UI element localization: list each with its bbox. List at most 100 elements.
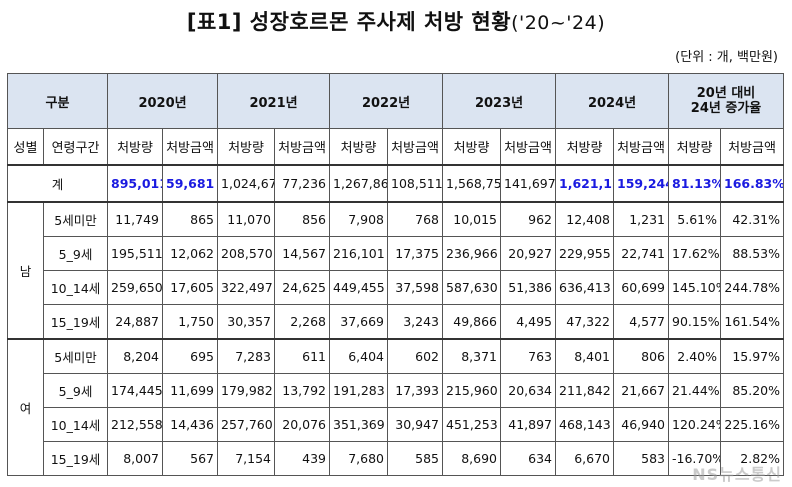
sex-cell: 남: [7, 201, 44, 340]
table-cell: 225.16%: [720, 407, 785, 442]
header-age-group: 연령구간: [42, 128, 109, 166]
table-cell: 1,568,751: [442, 164, 502, 203]
header-year: 2023년: [442, 73, 557, 129]
table-cell: 21,667: [613, 373, 670, 408]
table-cell: 17,605: [162, 270, 219, 305]
title-period: ('20~'24): [511, 12, 606, 34]
table-cell: 90.15%: [668, 304, 722, 340]
table-cell: 636,413: [555, 270, 615, 305]
header-count: 처방량: [329, 128, 389, 166]
total-row: 계 895,011 59,681 1,024,673 77,236 1,267,…: [6, 164, 785, 203]
table-cell: 695: [162, 338, 219, 374]
table-cell: 12,408: [555, 201, 615, 237]
table-cell: 236,966: [442, 236, 502, 271]
table-cell: 587,630: [442, 270, 502, 305]
table-cell: 166.83%: [720, 164, 785, 203]
table-cell: 1,750: [162, 304, 219, 340]
table-cell: 120.24%: [668, 407, 722, 442]
unit-note: (단위 : 개, 백만원): [675, 50, 778, 65]
table-cell: 2,268: [274, 304, 331, 340]
table-cell: 17,375: [387, 236, 444, 271]
table-cell: 602: [387, 338, 444, 374]
header-count: 처방량: [668, 128, 722, 166]
table-cell: 20,634: [500, 373, 557, 408]
header-year: 2024년: [555, 73, 670, 129]
header-count: 처방량: [217, 128, 276, 166]
table-cell: 567: [162, 441, 219, 476]
table-cell: 8,371: [442, 338, 502, 374]
table-cell: 8,007: [107, 441, 164, 476]
table-cell: 20,076: [274, 407, 331, 442]
table-cell: 30,947: [387, 407, 444, 442]
table-cell: 141,697: [500, 164, 557, 203]
table-cell: 42.31%: [720, 201, 785, 237]
table-cell: 13,792: [274, 373, 331, 408]
age-group-cell: 15_19세: [42, 441, 109, 476]
table-cell: 14,567: [274, 236, 331, 271]
table-cell: 8,401: [555, 338, 615, 374]
age-group-cell: 5세미만: [42, 338, 109, 374]
table-row: 15_19세 8,007 567 7,154 439 7,680 585 8,690 634 6,…: [8, 441, 785, 476]
table-cell: 257,760: [217, 407, 276, 442]
table-cell: 2.82%: [720, 441, 785, 476]
table-cell: 7,908: [329, 201, 389, 237]
table-cell: 81.13%: [668, 164, 722, 203]
table-cell: 21.44%: [668, 373, 722, 408]
table-cell: 439: [274, 441, 331, 476]
prescription-table: 구분 2020년 2021년 2022년 2023년 2024년 20년 대비 …: [6, 73, 785, 476]
table-cell: 585: [387, 441, 444, 476]
header-amount: 처방금액: [387, 128, 444, 166]
table-cell: 208,570: [217, 236, 276, 271]
table-cell: 212,558: [107, 407, 164, 442]
header-amount: 처방금액: [720, 128, 785, 166]
table-cell: 46,940: [613, 407, 670, 442]
table-cell: 37,598: [387, 270, 444, 305]
table-cell: 17.62%: [668, 236, 722, 271]
header-category: 구분: [6, 73, 109, 129]
table-cell: 11,070: [217, 201, 276, 237]
table-cell: 30,357: [217, 304, 276, 340]
table-cell: 159,244: [613, 164, 670, 203]
table-cell: 195,511: [107, 236, 164, 271]
table-cell: 7,283: [217, 338, 276, 374]
table-cell: 1,024,673: [217, 164, 276, 203]
header-amount: 처방금액: [162, 128, 219, 166]
age-group-cell: 10_14세: [42, 270, 109, 305]
table-row: 여 5세미만 8,204 695 7,283 611 6,404 602 8,371 763 8,4…: [7, 338, 785, 476]
table-row: 남 5세미만 11,749 865 11,070 856 7,908 768 10,015 962…: [7, 201, 785, 340]
header-year: 2022년: [329, 73, 444, 129]
table-cell: 211,842: [555, 373, 615, 408]
table-cell: 1,231: [613, 201, 670, 237]
table-cell: 12,062: [162, 236, 219, 271]
table-cell: 215,960: [442, 373, 502, 408]
header-growth: 20년 대비 24년 증가율: [668, 73, 785, 129]
table-row: 10_14세 212,558 14,436 257,760 20,076 351,369 3…: [8, 407, 785, 442]
table-cell: 41,897: [500, 407, 557, 442]
table-row: 15_19세 24,887 1,750 30,357 2,268 37,669 3,243 4…: [8, 304, 785, 340]
table-cell: 8,204: [107, 338, 164, 374]
header-row-years: 구분 2020년 2021년 2022년 2023년 2024년 20년 대비 …: [6, 73, 785, 129]
sex-cell: 여: [7, 338, 44, 476]
age-group-cell: 5_9세: [42, 236, 109, 271]
table-cell: 59,681: [162, 164, 219, 203]
header-count: 처방량: [107, 128, 164, 166]
page-title: [표1] 성장호르몬 주사제 처방 현황('20~'24): [0, 6, 792, 36]
table-cell: 11,699: [162, 373, 219, 408]
table-cell: 77,236: [274, 164, 331, 203]
table-cell: 2.40%: [668, 338, 722, 374]
table-cell: 449,455: [329, 270, 389, 305]
table-cell: 806: [613, 338, 670, 374]
table-cell: 229,955: [555, 236, 615, 271]
table-cell: 47,322: [555, 304, 615, 340]
header-sex: 성별: [7, 128, 44, 166]
table-cell: 634: [500, 441, 557, 476]
header-year: 2021년: [217, 73, 331, 129]
table-cell: 60,699: [613, 270, 670, 305]
table-cell: 161.54%: [720, 304, 785, 340]
table-cell: 4,577: [613, 304, 670, 340]
table-cell: 37,669: [329, 304, 389, 340]
table-cell: 322,497: [217, 270, 276, 305]
table-row: 10_14세 259,650 17,605 322,497 24,625 449,455 3…: [8, 270, 785, 305]
group-rows: 남 5세미만 11,749 865 11,070 856 7,908 768 10,015 962…: [7, 201, 785, 476]
header-year: 2020년: [107, 73, 219, 129]
